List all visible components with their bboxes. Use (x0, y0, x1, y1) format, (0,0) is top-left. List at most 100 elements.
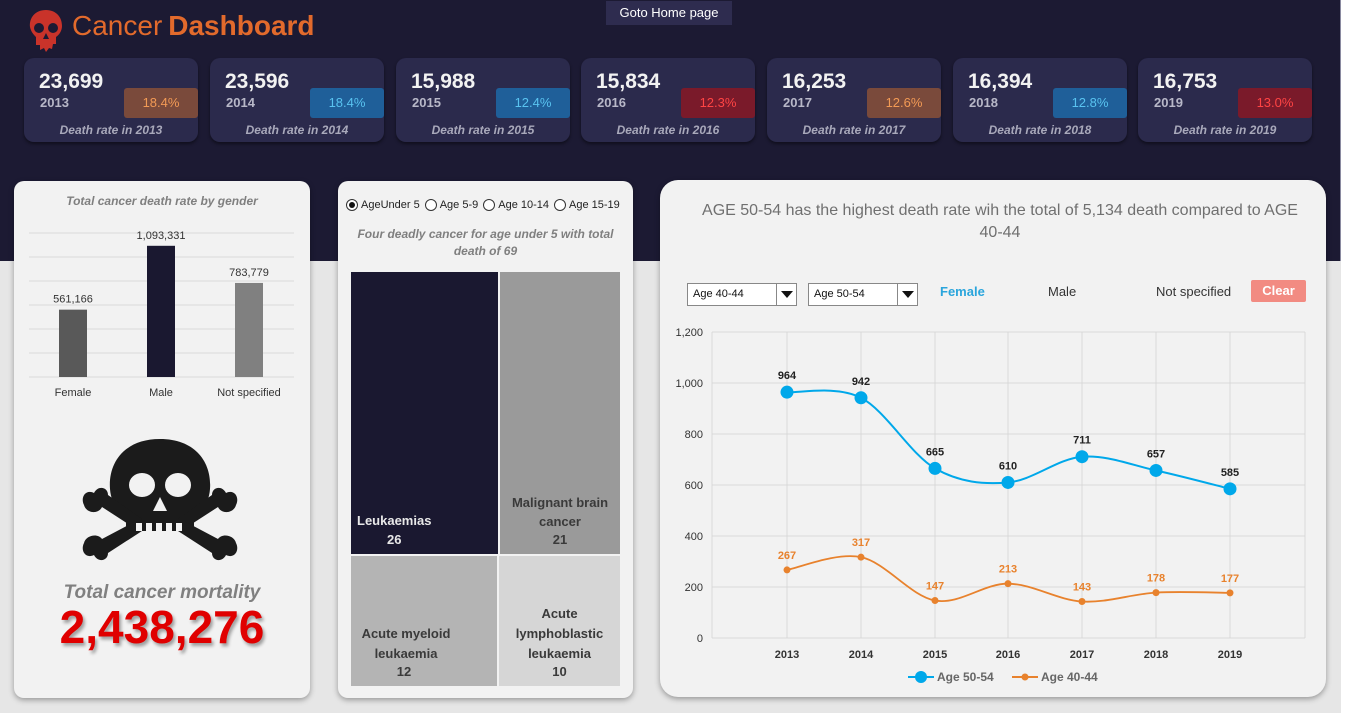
data-point (931, 597, 939, 605)
legend-label: Age 50-54 (937, 670, 994, 684)
y-tick-label: 600 (685, 480, 703, 492)
kpi-card-2013: 23,699 2013 18.4% Death rate in 2013 (24, 58, 198, 142)
kpi-label: Death rate in 2017 (802, 123, 906, 137)
kpi-badge: 12.3% (681, 88, 755, 118)
radio-label: Age 15-19 (569, 199, 620, 211)
radio-selected-icon (346, 199, 358, 211)
category-label: Female (55, 387, 92, 399)
data-label: 178 (1147, 573, 1165, 585)
bar-not-specified (235, 282, 263, 377)
kpi-value: 23,596 (225, 70, 290, 93)
radio-unselected-icon (483, 199, 496, 211)
kpi-year: 2014 (226, 95, 255, 110)
radio-age-15-19[interactable]: Age 15-19 (554, 199, 620, 211)
gender-bar-chart: Total cancer death rate by gender 561,166… (29, 194, 294, 399)
kpi-value: 16,253 (782, 70, 847, 93)
data-point (780, 385, 794, 399)
data-label: 267 (778, 550, 796, 562)
filter-female[interactable]: Female (940, 284, 985, 299)
kpi-value: 15,834 (596, 70, 661, 93)
treemap-tile-leukaemias[interactable]: Leukaemias 26 (351, 272, 498, 554)
skull-crossbones-icon (82, 439, 238, 561)
data-point (1001, 475, 1015, 489)
treemap-tile-aml[interactable]: Acute myeloid leukaemia 12 (351, 556, 497, 686)
legend-swatch-marker (1021, 673, 1029, 681)
data-label: 665 (926, 446, 944, 458)
radio-age-under-5[interactable]: AgeUnder 5 (346, 199, 420, 211)
series-line-age-50-54 (786, 389, 1231, 490)
bar-female (59, 309, 87, 377)
data-label: 147 (926, 581, 944, 593)
data-point (1152, 589, 1160, 597)
kpi-label: Death rate in 2019 (1173, 123, 1277, 137)
bar-value-label: 1,093,331 (137, 230, 186, 242)
data-point (1004, 580, 1012, 588)
kpi-card-2019: 16,753 2019 13.0% Death rate in 2019 (1138, 58, 1312, 142)
chevron-down-icon (776, 284, 796, 305)
kpi-card-2018: 16,394 2018 12.8% Death rate in 2018 (953, 58, 1127, 142)
y-tick-label: 400 (685, 531, 703, 543)
mortality-value: 2,438,276 (59, 601, 265, 653)
tile-value: 26 (387, 532, 402, 547)
kpi-label: Death rate in 2013 (59, 123, 163, 137)
x-tick-label: 2014 (849, 649, 874, 661)
bar-value-label: 561,166 (53, 294, 93, 306)
kpi-year: 2016 (597, 95, 626, 110)
title-part-2: Dashboard (168, 10, 315, 41)
radio-label: Age 5-9 (439, 199, 479, 211)
data-point (854, 391, 868, 405)
radio-label: Age 10-14 (498, 199, 550, 211)
tile-value: 21 (552, 532, 568, 547)
kpi-card-2014: 23,596 2014 18.4% Death rate in 2014 (210, 58, 384, 142)
skull-icon (29, 10, 62, 52)
clear-button[interactable]: Clear (1251, 280, 1306, 302)
data-label: 610 (999, 460, 1017, 472)
y-tick-label: 0 (697, 633, 703, 645)
kpi-badge: 12.4% (496, 88, 570, 118)
kpi-card-2017: 16,253 2017 12.6% Death rate in 2017 (767, 58, 941, 142)
kpi-value: 15,988 (411, 70, 476, 93)
data-point (857, 553, 865, 561)
kpi-card-2015: 15,988 2015 12.4% Death rate in 2015 (396, 58, 570, 142)
data-label: 711 (1073, 435, 1091, 447)
tile-value: 10 (552, 664, 567, 679)
kpi-year: 2019 (1154, 95, 1183, 110)
filter-not-specified[interactable]: Not specified (1156, 284, 1232, 299)
radio-age-10-14[interactable]: Age 10-14 (483, 199, 549, 211)
kpi-card-2016: 15,834 2016 12.3% Death rate in 2016 (581, 58, 755, 142)
x-tick-label: 2017 (1070, 649, 1094, 661)
kpi-badge: 18.4% (124, 88, 198, 118)
kpi-year: 2018 (969, 95, 998, 110)
bar-value-label: 783,779 (229, 267, 269, 279)
data-point (928, 461, 942, 475)
mortality-label: Total cancer mortality (63, 582, 261, 603)
chart-title: Total cancer death rate by gender (66, 194, 259, 208)
bar-male (147, 245, 175, 377)
kpi-badge: 18.4% (310, 88, 384, 118)
data-label: 942 (852, 376, 870, 388)
dashboard-title: Cancer Dashboard (72, 10, 315, 42)
dropdown-value: Age 40-44 (693, 288, 744, 300)
page-margin (1341, 0, 1355, 713)
home-button[interactable]: Goto Home page (606, 1, 732, 25)
treemap-tile-brain-cancer[interactable]: Malignant brain cancer 21 (500, 272, 620, 554)
treemap-tile-all[interactable]: Acute lymphoblastic leukaemia 10 (499, 556, 620, 686)
kpi-badge: 13.0% (1238, 88, 1312, 118)
filter-male[interactable]: Male (1048, 284, 1077, 299)
treemap-title: Four deadly cancer for age under 5 with … (357, 227, 614, 258)
kpi-badge: 12.8% (1053, 88, 1127, 118)
data-point (783, 566, 791, 574)
radio-age-5-9[interactable]: Age 5-9 (424, 199, 479, 211)
kpi-year: 2013 (40, 95, 69, 110)
data-point (1078, 598, 1086, 606)
x-tick-label: 2019 (1218, 649, 1242, 661)
data-label: 143 (1073, 582, 1091, 594)
data-point (1149, 463, 1163, 477)
age-dropdown-2[interactable]: Age 50-54 (808, 283, 918, 306)
age-dropdown-1[interactable]: Age 40-44 (687, 283, 797, 306)
gender-panel: Total cancer death rate by gender 561,166… (14, 181, 310, 698)
y-tick-label: 200 (685, 582, 703, 594)
kpi-year: 2017 (783, 95, 812, 110)
data-label: 964 (778, 370, 797, 382)
legend-swatch-marker (915, 671, 927, 683)
